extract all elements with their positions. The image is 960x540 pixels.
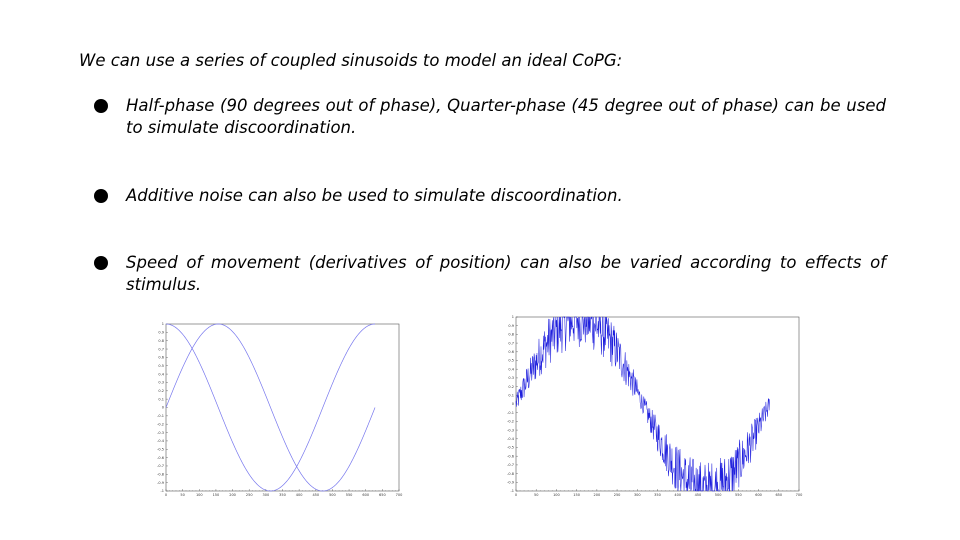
y-tick-label: 0.3: [158, 381, 164, 385]
sinusoid-chart: 1 0.9 0.8 0.7 0.6 0.5 0.4 0.3 0.2 0.1 0 -0.1 -0.2 -0.…: [157, 322, 403, 497]
x-tick-label: 400: [296, 493, 303, 497]
x-tick-label: 350: [654, 493, 661, 497]
x-tick-label: 150: [573, 493, 580, 497]
y-tick-label: -0.8: [507, 472, 514, 476]
x-tick-label: 300: [634, 493, 641, 497]
y-tick-label: 0.2: [158, 389, 164, 393]
y-tick-label: -0.2: [507, 420, 514, 424]
x-tick-label: 0: [515, 493, 517, 497]
y-tick-label: 0.9: [158, 331, 164, 335]
x-tick-label: 150: [213, 493, 220, 497]
bullet-item: Half-phase (90 degrees out of phase), Qu…: [94, 95, 886, 139]
y-tick-label: 0.9: [508, 324, 514, 328]
series-line-sin-plus-noise: [515, 315, 770, 492]
x-tick-label: 200: [594, 493, 601, 497]
x-tick-label: 450: [695, 493, 702, 497]
x-tick-label: 600: [755, 493, 762, 497]
x-tick-label: 500: [329, 493, 336, 497]
y-tick-label: -1: [161, 489, 165, 493]
y-tick-label: 0: [512, 402, 514, 406]
y-tick-label: -0.4: [157, 439, 165, 443]
y-tick-label: -0.6: [157, 456, 164, 460]
x-tick-label: 550: [735, 493, 742, 497]
intro-text: We can use a series of coupled sinusoids…: [79, 51, 623, 70]
y-tick-label: -0.1: [507, 411, 514, 415]
y-tick-label: 0.8: [158, 339, 164, 343]
y-tick-label: 0.1: [508, 394, 514, 398]
y-tick-label: 0.8: [508, 333, 514, 337]
y-tick-label: 0.6: [158, 356, 164, 360]
x-tick-label: 350: [279, 493, 286, 497]
y-tick-label: -0.4: [507, 437, 515, 441]
y-tick-label: 0.7: [508, 341, 514, 345]
y-tick-label: -0.5: [157, 447, 164, 451]
y-tick-label: 0.4: [508, 367, 514, 371]
y-tick-label: -0.5: [507, 446, 514, 450]
y-tick-label: 0.4: [158, 372, 164, 376]
x-tick-label: 500: [715, 493, 722, 497]
y-tick-label: 1: [512, 315, 514, 319]
x-tick-label: 700: [796, 493, 803, 497]
x-tick-label: 0: [165, 493, 167, 497]
series-line-sin: [165, 323, 376, 492]
y-tick-label: -0.2: [157, 422, 164, 426]
y-tick-label: -0.9: [507, 481, 514, 485]
x-tick-label: 100: [196, 493, 203, 497]
plot-frame: [165, 323, 400, 492]
y-tick-label: 0.5: [508, 359, 514, 363]
x-tick-label: 450: [312, 493, 319, 497]
x-tick-label: 650: [379, 493, 386, 497]
x-tick-label: 700: [396, 493, 403, 497]
x-tick-label: 50: [534, 493, 538, 497]
x-tick-label: 600: [362, 493, 369, 497]
x-tick-label: 550: [346, 493, 353, 497]
y-tick-label: -0.1: [157, 414, 164, 418]
y-tick-label: -0.9: [157, 481, 164, 485]
y-tick-label: -1: [511, 489, 515, 493]
bullet-text: Speed of movement (derivatives of positi…: [126, 253, 886, 294]
bullet-item: Additive noise can also be used to simul…: [94, 185, 886, 207]
y-tick-label: 0.7: [158, 347, 164, 351]
noisy-sinusoid-chart: 1 0.9 0.8 0.7 0.6 0.5 0.4 0.3 0.2 0.1 0 -0.1 -0.2 -0.…: [507, 315, 803, 497]
series-line-cos: [165, 323, 376, 492]
y-tick-label: -0.7: [157, 464, 164, 468]
y-tick-label: 1: [162, 322, 164, 326]
y-tick-label: -0.6: [507, 454, 514, 458]
x-tick-label: 300: [263, 493, 270, 497]
y-tick-label: 0.3: [508, 376, 514, 380]
x-tick-label: 400: [674, 493, 681, 497]
bullet-text: Half-phase (90 degrees out of phase), Qu…: [126, 96, 886, 137]
x-tick-label: 250: [246, 493, 253, 497]
x-tick-label: 50: [180, 493, 184, 497]
x-tick-label: 200: [229, 493, 236, 497]
y-tick-label: 0.6: [508, 350, 514, 354]
y-tick-label: 0.5: [158, 364, 164, 368]
x-tick-label: 100: [553, 493, 560, 497]
bullet-dot-icon: [94, 189, 108, 203]
y-tick-label: -0.3: [507, 428, 514, 432]
bullet-dot-icon: [94, 99, 108, 113]
bullet-text: Additive noise can also be used to simul…: [126, 186, 623, 205]
x-tick-label: 650: [775, 493, 782, 497]
y-tick-label: 0.2: [508, 385, 514, 389]
bullet-item: Speed of movement (derivatives of positi…: [94, 252, 886, 296]
y-tick-label: 0: [162, 406, 164, 410]
bullet-dot-icon: [94, 256, 108, 270]
y-tick-label: 0.1: [158, 397, 164, 401]
y-tick-label: -0.7: [507, 463, 514, 467]
y-tick-label: -0.3: [157, 431, 164, 435]
y-tick-label: -0.8: [157, 473, 164, 477]
x-tick-label: 250: [614, 493, 621, 497]
